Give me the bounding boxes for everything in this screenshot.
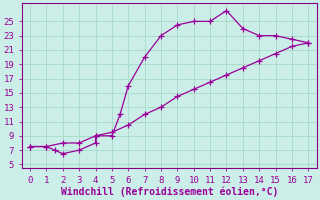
X-axis label: Windchill (Refroidissement éolien,°C): Windchill (Refroidissement éolien,°C) <box>60 186 278 197</box>
